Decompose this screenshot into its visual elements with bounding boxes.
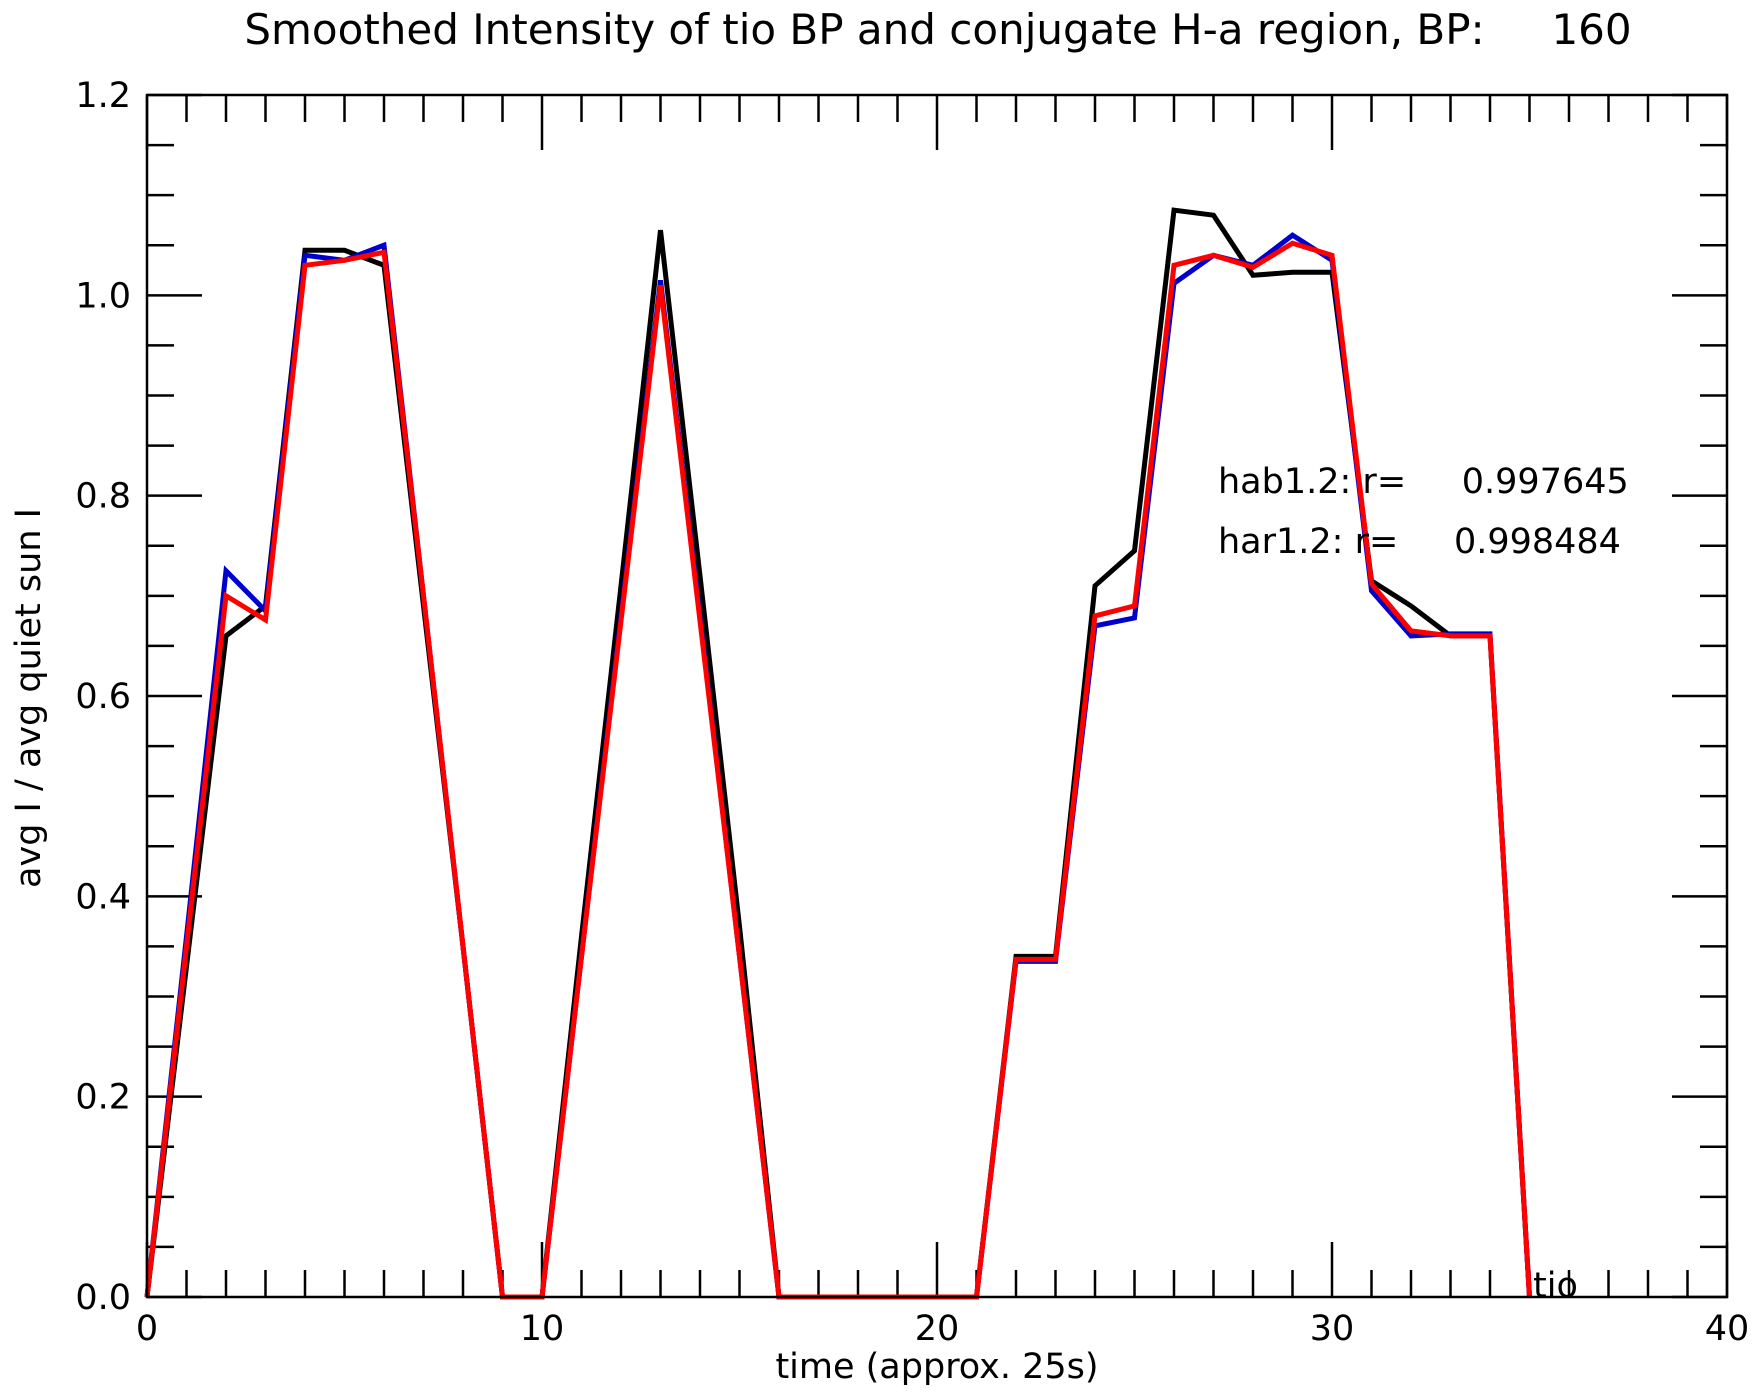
annotation-hab-correlation: hab1.2: r= 0.997645 [1218, 462, 1629, 502]
series-lines [144, 207, 1532, 1300]
y-tick-label: 1.2 [75, 76, 131, 116]
x-tick-label: 30 [1310, 1309, 1355, 1349]
y-tick-label: 0.0 [75, 1278, 131, 1318]
x-tick-label: 20 [915, 1309, 960, 1349]
x-tick-label: 10 [520, 1309, 565, 1349]
chart-title: Smoothed Intensity of tio BP and conjuga… [244, 5, 1631, 54]
x-axis-label: time (approx. 25s) [775, 1347, 1098, 1387]
y-tick-label: 1.0 [75, 276, 131, 316]
y-tick-label: 0.4 [75, 877, 131, 917]
y-tick-label: 0.2 [75, 1078, 131, 1118]
y-tick-labels: 0.0 0.2 0.4 0.6 0.8 1.0 1.2 [75, 76, 131, 1318]
x-tick-label: 0 [136, 1309, 158, 1349]
series-line-1 [144, 207, 1532, 1300]
series-line-3 [144, 240, 1532, 1300]
annotation-har-correlation: har1.2: r= 0.998484 [1218, 522, 1621, 562]
y-tick-label: 0.6 [75, 677, 131, 717]
x-tick-labels: 0 10 20 30 40 [136, 1309, 1749, 1349]
series-line-2 [144, 232, 1532, 1300]
annotation-tio: tio [1533, 1266, 1578, 1306]
y-tick-label: 0.8 [75, 477, 131, 517]
y-axis-label: avg I / avg quiet sun I [9, 508, 49, 888]
plot-frame [145, 93, 1729, 1299]
x-tick-label: 40 [1705, 1309, 1750, 1349]
